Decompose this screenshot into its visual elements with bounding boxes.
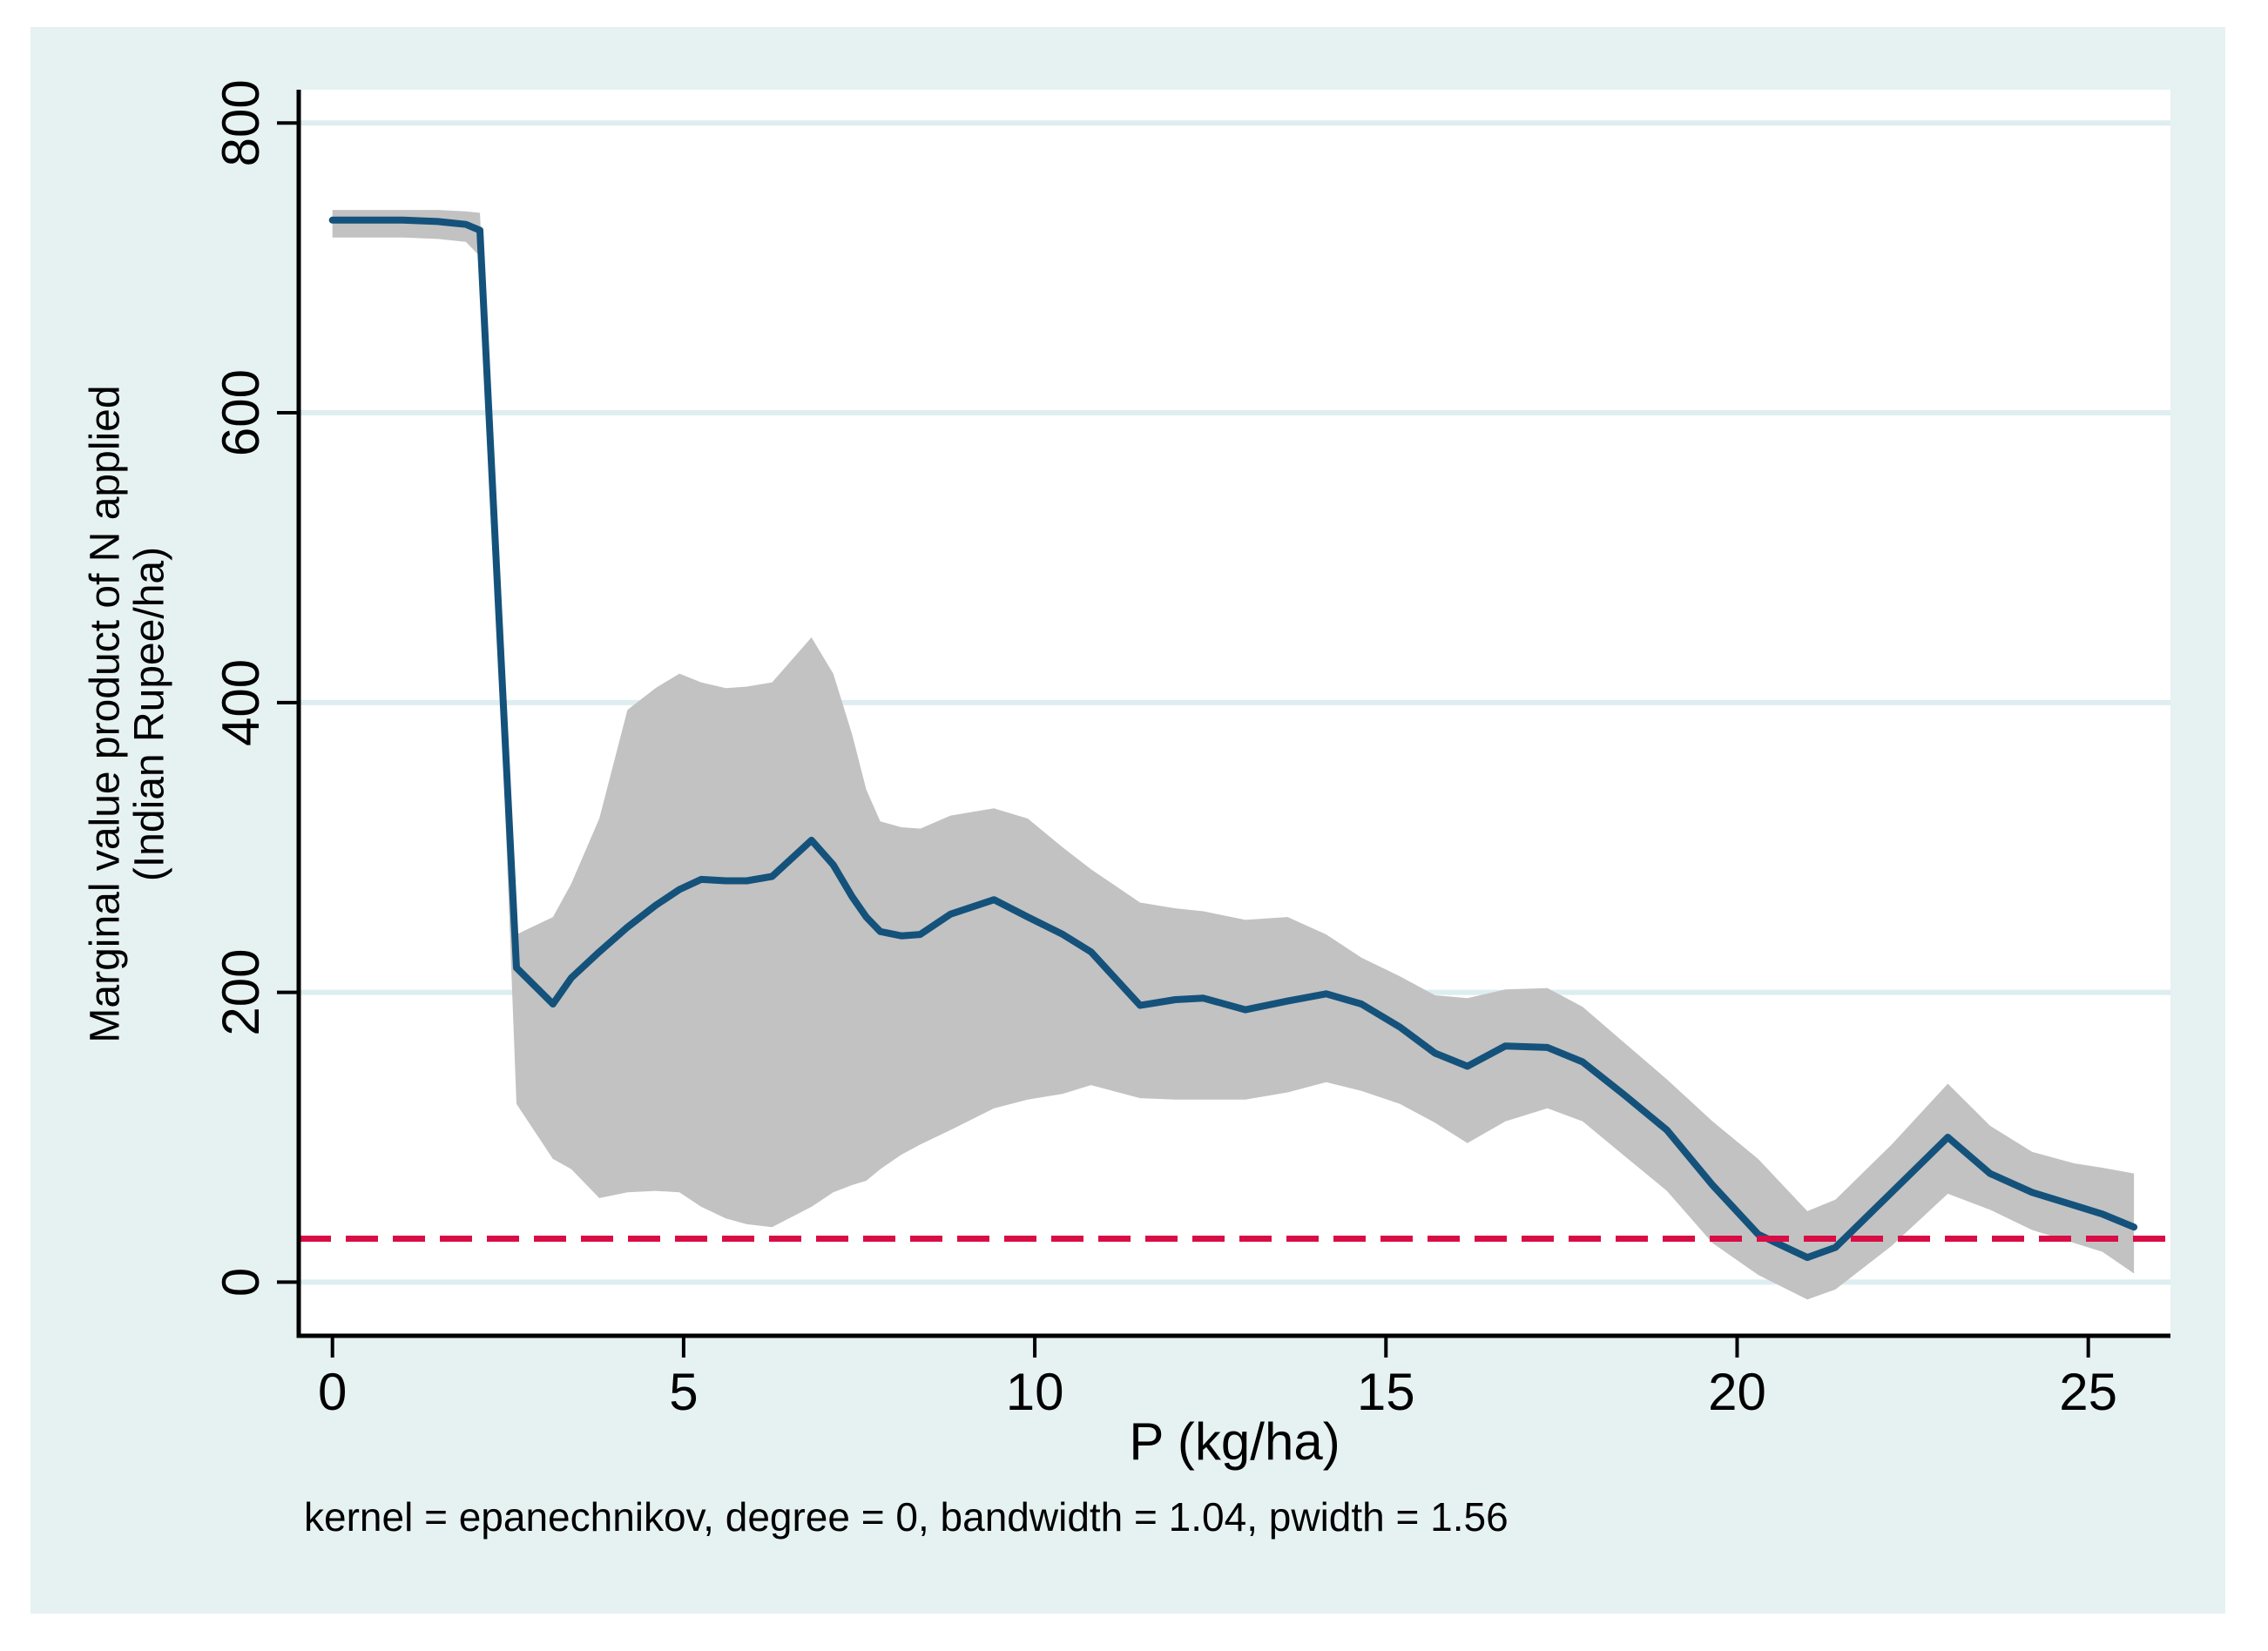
- y-tick-label: 800: [212, 79, 270, 166]
- y-tick-label: 200: [212, 949, 270, 1036]
- confidence-band: [332, 210, 2135, 1300]
- x-tick-label: 20: [1708, 1363, 1766, 1421]
- chart-canvas: 0 5 10 15 20 25 0 200 400 600 800: [212, 79, 2170, 1421]
- y-tick-label: 600: [212, 369, 270, 456]
- y-axis-title-line1: Marginal value product of N applied: [82, 385, 129, 1043]
- x-tick-label: 5: [669, 1363, 698, 1421]
- x-axis-title: P (kg/ha): [1129, 1412, 1340, 1471]
- y-tick-label: 400: [212, 659, 270, 746]
- chart-figure: 0 5 10 15 20 25 0 200 400 600 800 Marginal value p…: [30, 27, 2225, 1614]
- x-tick-label: 10: [1006, 1363, 1064, 1421]
- x-tick-label: 0: [318, 1363, 347, 1421]
- y-axis-title-line2: (Indian Rupee/ha): [126, 546, 173, 882]
- chart-note: kernel = epanechnikov, degree = 0, bandw…: [304, 1494, 1509, 1540]
- x-tick-label: 25: [2059, 1363, 2117, 1421]
- smooth-line: [328, 216, 2138, 1262]
- x-tick-label: 15: [1357, 1363, 1415, 1421]
- y-tick-label: 0: [212, 1268, 270, 1297]
- y-axis-title: Marginal value product of N applied (Ind…: [82, 91, 174, 1338]
